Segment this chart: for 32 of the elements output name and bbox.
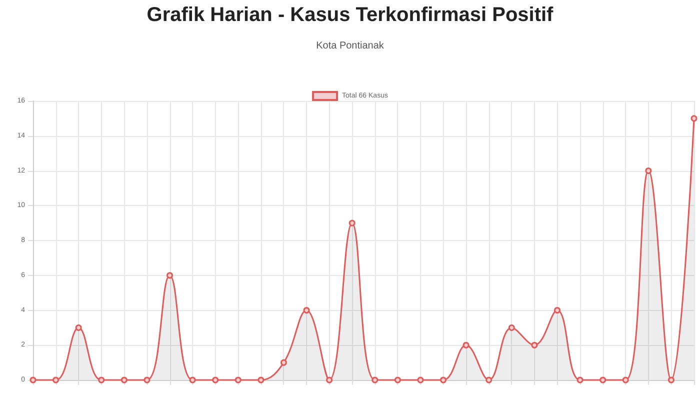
- point: [52, 376, 60, 384]
- point: [531, 342, 538, 348]
- point: [554, 307, 560, 314]
- point: [372, 376, 378, 384]
- point: [303, 307, 310, 314]
- point: [645, 168, 652, 174]
- point: [30, 376, 36, 384]
- point: [280, 359, 287, 366]
- point: [576, 376, 584, 384]
- point: [440, 376, 447, 384]
- point: [462, 342, 470, 348]
- point: [234, 376, 242, 384]
- point: [75, 324, 82, 331]
- chart-subtitle: Kota Pontianak: [316, 40, 385, 52]
- point: [394, 376, 401, 384]
- point: [144, 376, 150, 384]
- point: [98, 376, 105, 384]
- point: [348, 220, 356, 226]
- chart-title: Grafik Harian - Kasus Terkonfirmasi Positif: [146, 4, 554, 26]
- point: [258, 376, 264, 384]
- point: [668, 376, 674, 384]
- point: [212, 376, 219, 384]
- point: [600, 376, 606, 384]
- point: [189, 376, 196, 384]
- point: [486, 376, 492, 384]
- point: [508, 324, 515, 331]
- point: [417, 376, 424, 384]
- point: [166, 272, 174, 279]
- point: [120, 376, 128, 384]
- point: [622, 376, 629, 384]
- point: [690, 115, 698, 122]
- point: [326, 376, 333, 384]
